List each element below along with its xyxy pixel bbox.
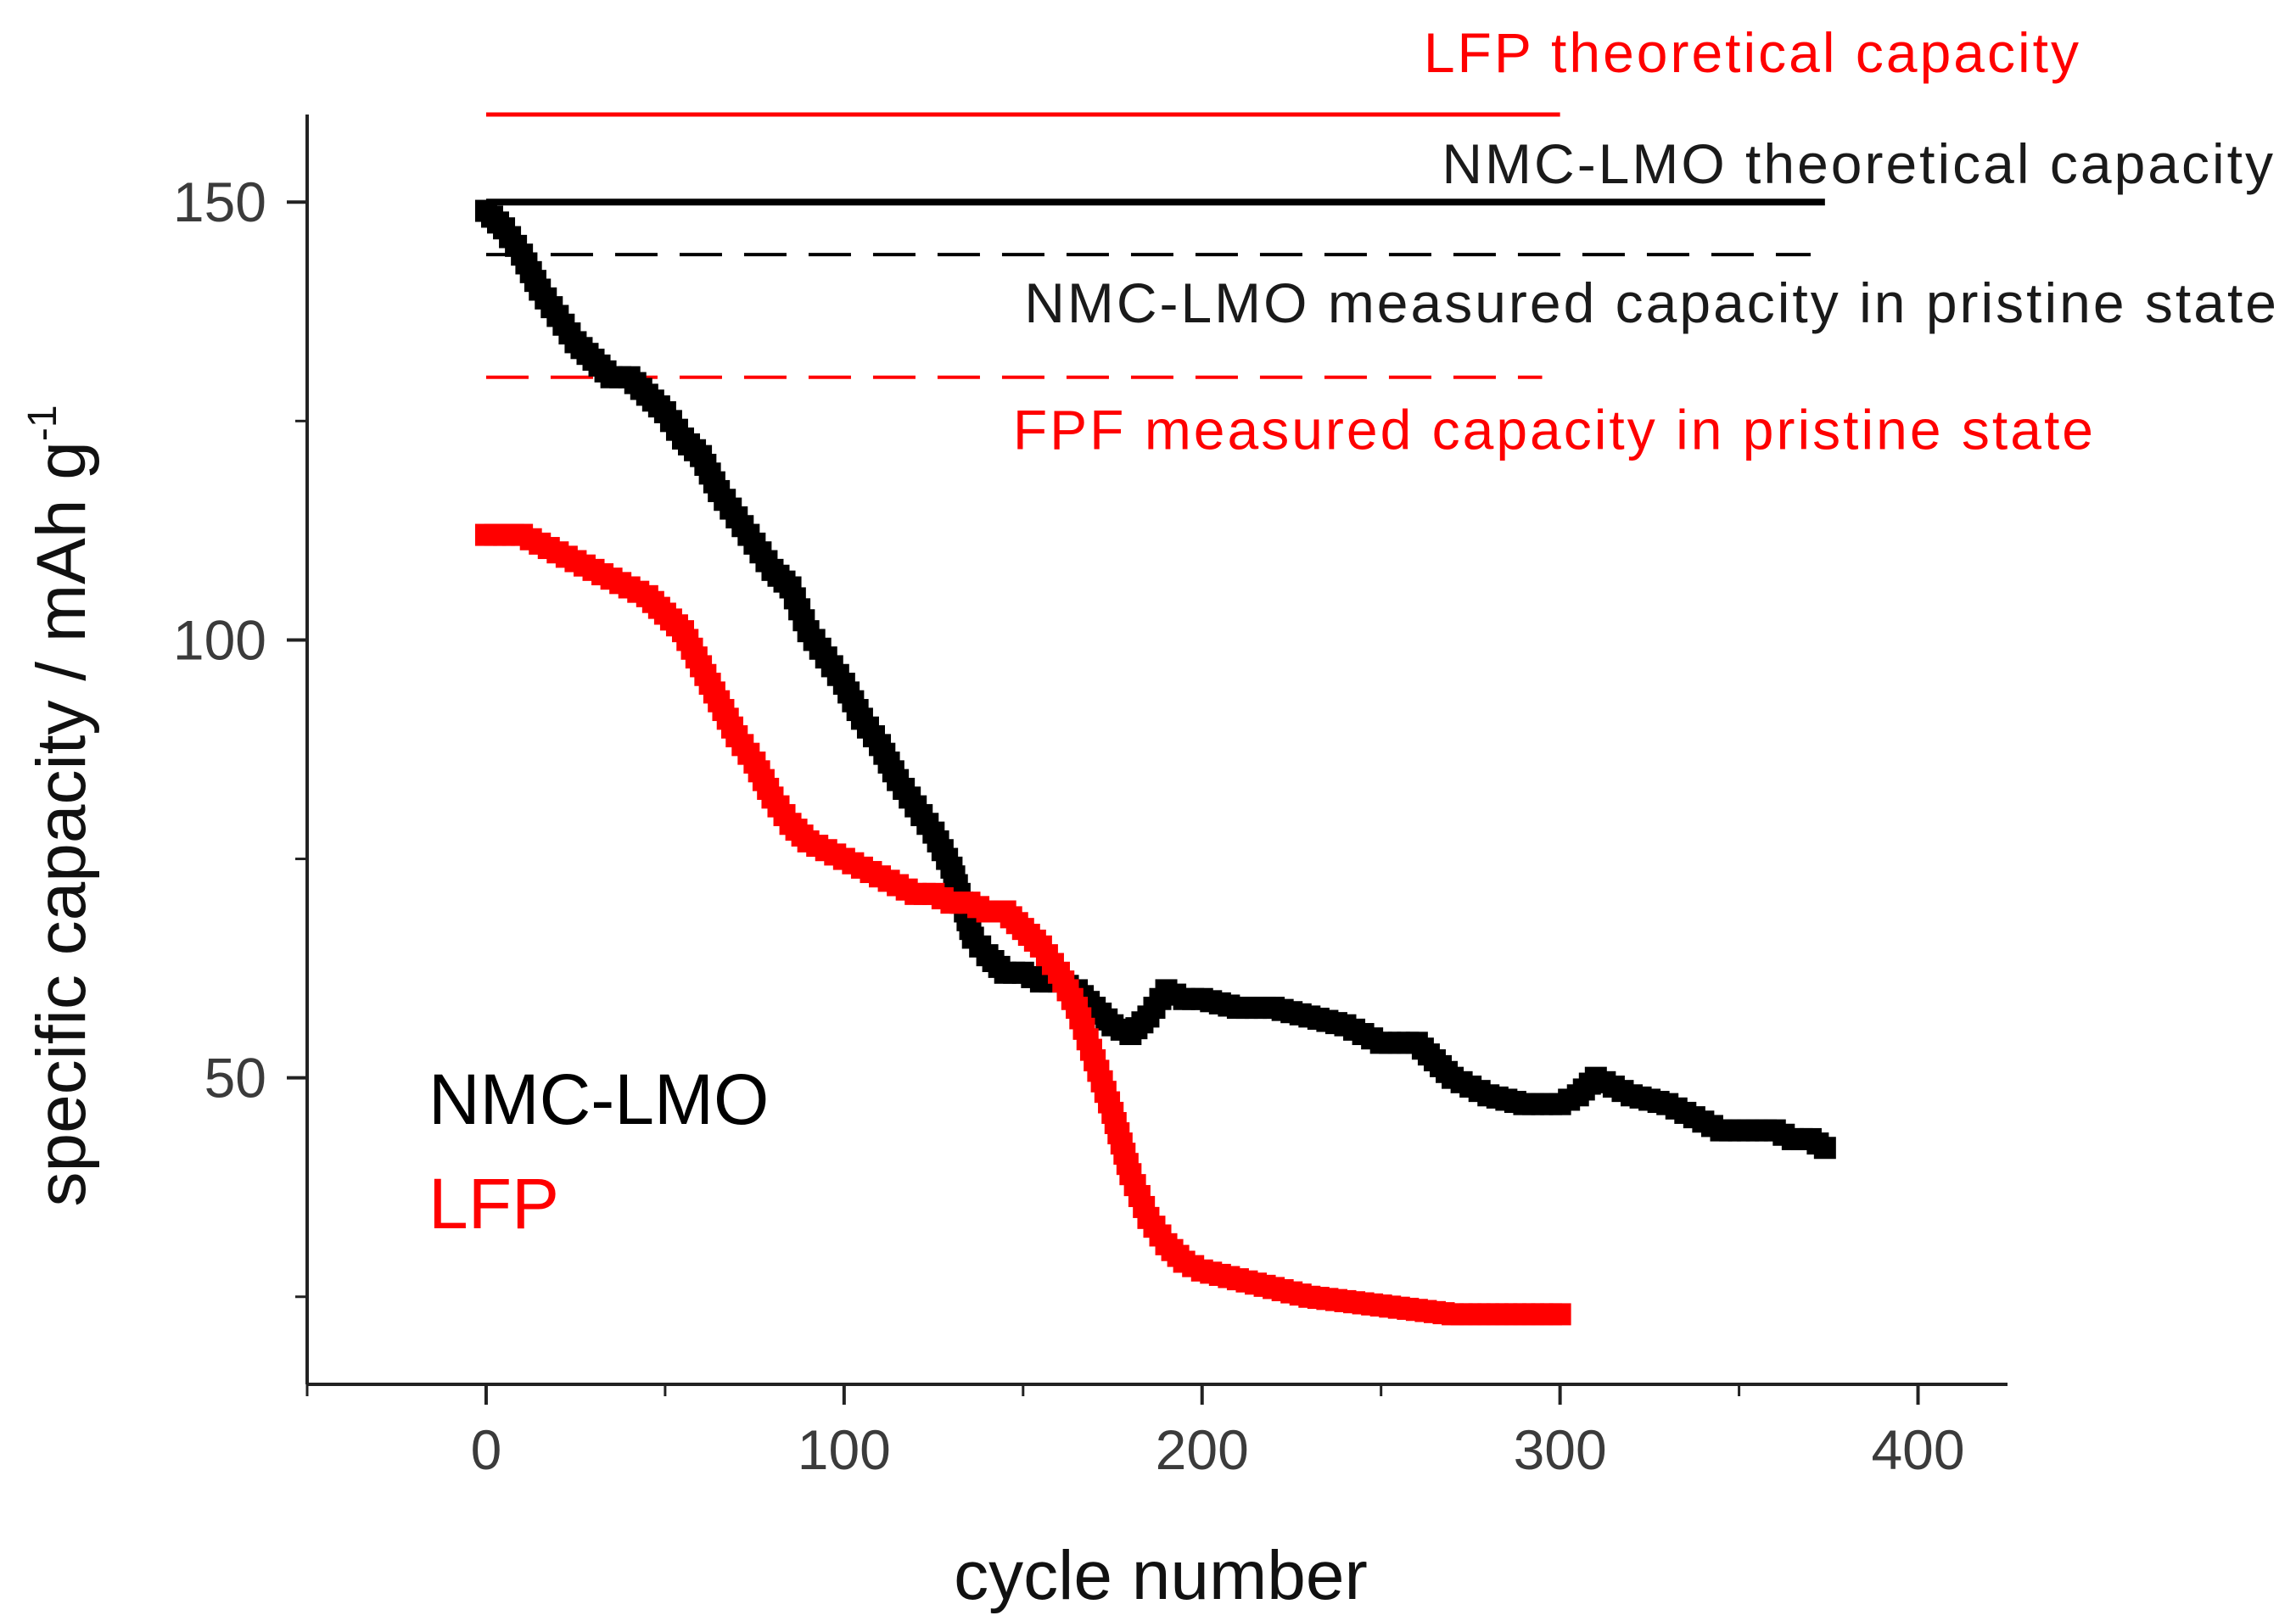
legend-entry-lfp: LFP (428, 1164, 559, 1244)
y-axis-title-superscript: -1 (20, 405, 65, 441)
labels: LFP theoretical capacity NMC-LMO theoreti… (428, 21, 2279, 1244)
y-tick-label: 50 (204, 1047, 266, 1110)
reference-lines (485, 112, 1825, 379)
x-tick-label: 400 (1871, 1418, 1964, 1481)
series-lfp (474, 523, 1571, 1326)
x-tick-label: 200 (1156, 1418, 1249, 1481)
nmc-lmo-theoretical-label: NMC-LMO theoretical capacity (1442, 132, 2276, 195)
series-nmc-lmo (474, 199, 1836, 1160)
lfp-theoretical-label: LFP theoretical capacity (1424, 21, 2081, 84)
data-point (1548, 1303, 1571, 1326)
y-axis-title: specific capacity / mAh g-1 (20, 405, 100, 1206)
x-tick-label: 300 (1514, 1418, 1607, 1481)
y-axis-title-text: specific capacity / mAh g (23, 441, 100, 1206)
legend-entry-nmc-lmo: NMC-LMO (428, 1059, 769, 1139)
data-point (1813, 1137, 1836, 1160)
x-axis-title: cycle number (954, 1537, 1368, 1614)
axes: 0 100 200 300 400 50 100 150 (173, 115, 2008, 1481)
x-tick-label: 100 (798, 1418, 891, 1481)
y-tick-label: 150 (173, 170, 266, 233)
series-layer (474, 199, 1836, 1326)
fpf-measured-label: FPF measured capacity in pristine state (1013, 399, 2096, 461)
nmc-lmo-measured-label: NMC-LMO measured capacity in pristine st… (1024, 271, 2279, 334)
x-tick-label: 0 (471, 1418, 502, 1481)
y-tick-label: 100 (173, 608, 266, 671)
